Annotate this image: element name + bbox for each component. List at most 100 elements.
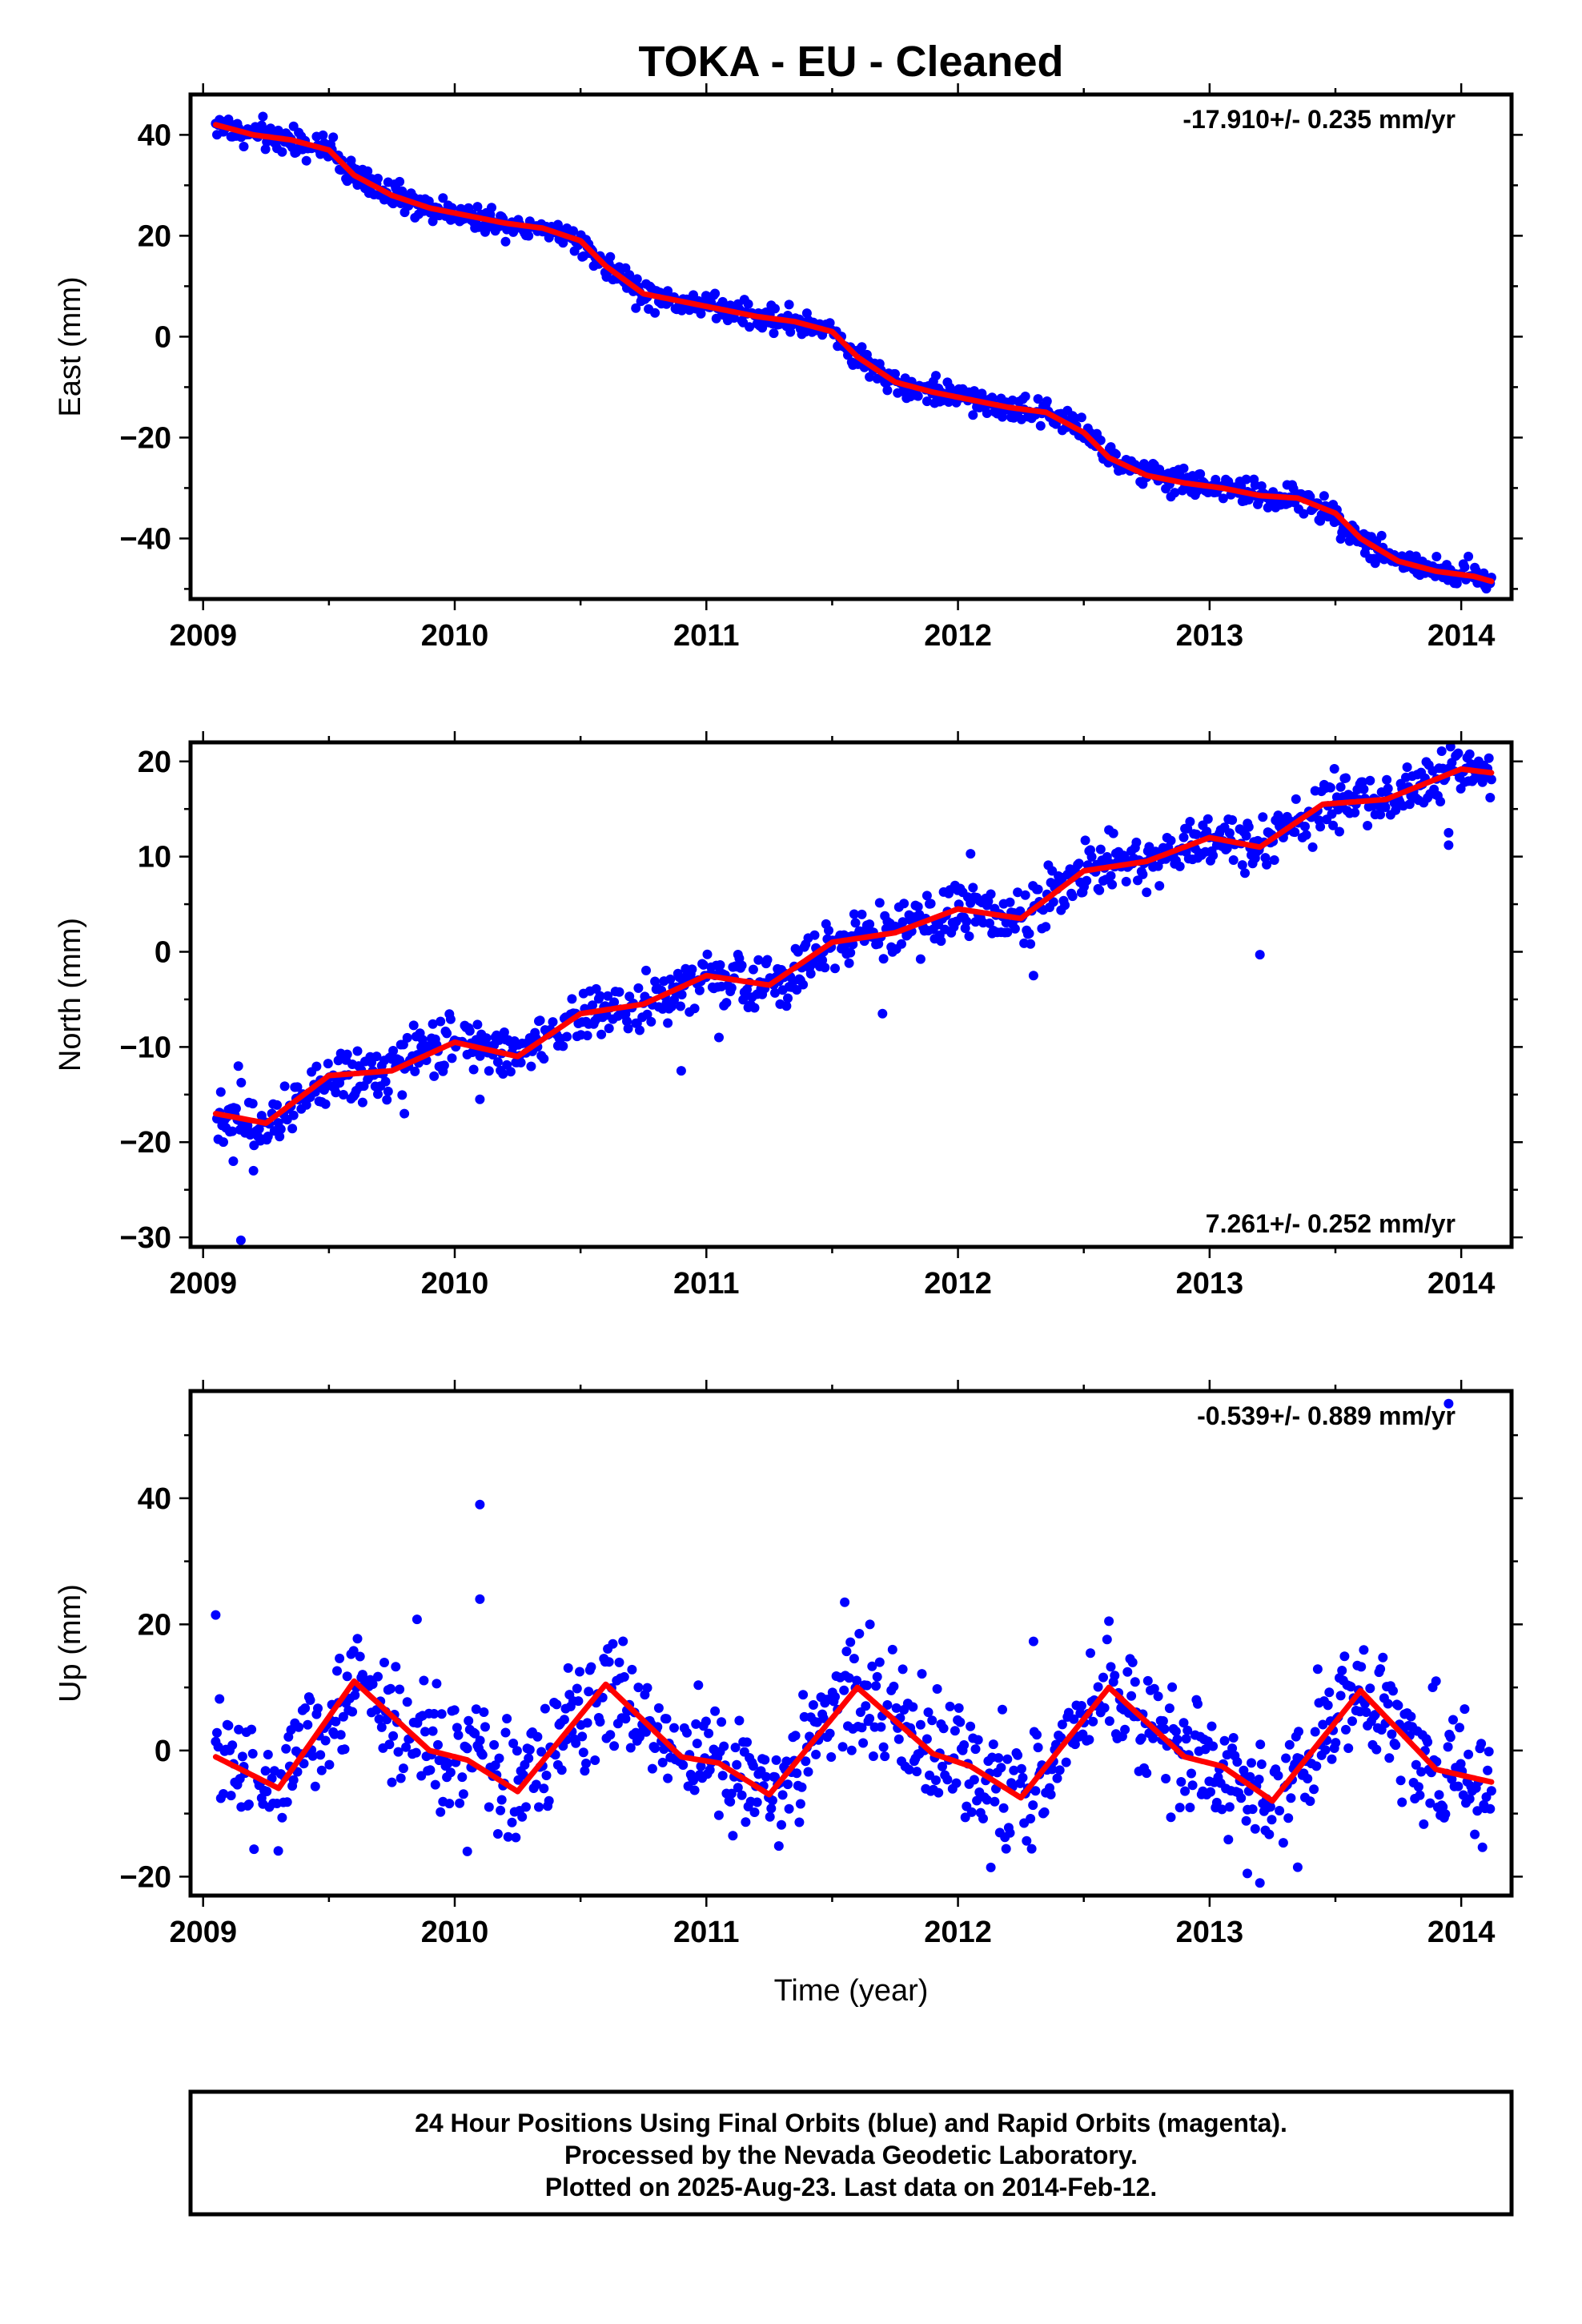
- up-point: [982, 1795, 992, 1805]
- up-point: [1180, 1786, 1191, 1796]
- up-point: [765, 1811, 775, 1822]
- north-point: [373, 1089, 383, 1100]
- up-point: [1224, 1802, 1235, 1812]
- east-point: [239, 142, 249, 151]
- north-point: [1010, 923, 1020, 934]
- up-point: [794, 1817, 805, 1827]
- north-point: [726, 983, 737, 993]
- up-point: [243, 1799, 254, 1810]
- up-point: [544, 1795, 554, 1806]
- up-point: [578, 1747, 588, 1758]
- up-point: [959, 1740, 970, 1750]
- east-point: [500, 236, 511, 247]
- up-point: [1335, 1691, 1346, 1701]
- north-point: [1435, 797, 1446, 806]
- north-point: [1335, 826, 1344, 837]
- up-outlier-point: [211, 1610, 221, 1620]
- up-point: [1387, 1729, 1397, 1739]
- up-point: [428, 1726, 438, 1736]
- east-point: [373, 173, 383, 183]
- north-point: [1095, 844, 1106, 854]
- up-point: [338, 1711, 348, 1722]
- north-point: [1048, 897, 1058, 907]
- up-point: [1275, 1806, 1285, 1815]
- up-point: [402, 1697, 412, 1707]
- up-point: [1054, 1765, 1065, 1775]
- up-point: [1443, 1742, 1453, 1752]
- up-point: [249, 1844, 259, 1855]
- up-point: [841, 1647, 852, 1657]
- north-point: [1485, 793, 1496, 802]
- up-point: [430, 1779, 440, 1790]
- north-point: [1047, 866, 1058, 876]
- up-point: [891, 1703, 901, 1713]
- up-point: [657, 1757, 668, 1767]
- north-point: [428, 1019, 438, 1029]
- up-point: [861, 1701, 871, 1711]
- north-panel: 2009 2010 2011 2012 2013 201420100−10−20−30No…: [54, 731, 1523, 1301]
- north-point: [319, 1085, 329, 1095]
- up-point: [352, 1634, 363, 1644]
- x-tick-label: 2011: [673, 1916, 739, 1949]
- north-point: [845, 947, 856, 958]
- up-point: [313, 1703, 323, 1714]
- y-tick-label: −20: [120, 1126, 171, 1160]
- up-point: [1470, 1829, 1480, 1839]
- up-point: [1384, 1753, 1395, 1763]
- up-point: [552, 1699, 562, 1710]
- north-point: [663, 1018, 673, 1028]
- up-point: [1343, 1743, 1354, 1753]
- up-point: [1106, 1662, 1116, 1672]
- up-point: [1310, 1727, 1320, 1737]
- up-point: [536, 1747, 547, 1757]
- up-point: [797, 1782, 807, 1792]
- north-point: [936, 936, 946, 947]
- east-point: [1211, 474, 1221, 485]
- up-point: [1245, 1771, 1255, 1782]
- north-point: [447, 1053, 457, 1063]
- north-point: [279, 1081, 290, 1092]
- up-point: [444, 1799, 455, 1809]
- up-point: [388, 1731, 399, 1741]
- north-outlier-point: [1255, 950, 1265, 960]
- up-point: [966, 1721, 976, 1731]
- north-point: [231, 1104, 241, 1114]
- up-point: [1172, 1735, 1182, 1744]
- north-point: [275, 1124, 286, 1134]
- up-point: [1166, 1812, 1176, 1823]
- east-point: [968, 410, 978, 420]
- up-point: [411, 1747, 421, 1758]
- north-point: [352, 1046, 363, 1056]
- north-point: [582, 1031, 592, 1041]
- north-point: [275, 1132, 285, 1142]
- up-point: [705, 1765, 715, 1775]
- up-point: [335, 1653, 345, 1663]
- up-point: [534, 1802, 544, 1812]
- north-point: [539, 1054, 549, 1064]
- up-point: [1425, 1798, 1435, 1808]
- north-point: [899, 899, 909, 909]
- north-point: [439, 1060, 449, 1071]
- north-point: [1269, 855, 1279, 865]
- up-point: [858, 1738, 869, 1748]
- east-point: [977, 388, 987, 399]
- up-point: [237, 1751, 247, 1762]
- up-point: [608, 1638, 618, 1649]
- up-point: [1142, 1675, 1153, 1686]
- up-point: [951, 1778, 962, 1788]
- north-point: [781, 1001, 792, 1011]
- east-point: [1218, 493, 1228, 504]
- up-point: [436, 1709, 447, 1719]
- north-point: [1341, 773, 1351, 783]
- up-point: [396, 1773, 406, 1783]
- up-point: [479, 1707, 489, 1717]
- east-y-axis-label: East (mm): [54, 276, 87, 416]
- up-point: [641, 1727, 651, 1737]
- north-point: [1262, 859, 1272, 870]
- north-point: [410, 1066, 420, 1076]
- east-point: [258, 111, 268, 122]
- north-outlier-point: [714, 1032, 724, 1043]
- up-point: [1208, 1741, 1219, 1751]
- up-point: [845, 1637, 856, 1647]
- up-point: [1185, 1803, 1195, 1812]
